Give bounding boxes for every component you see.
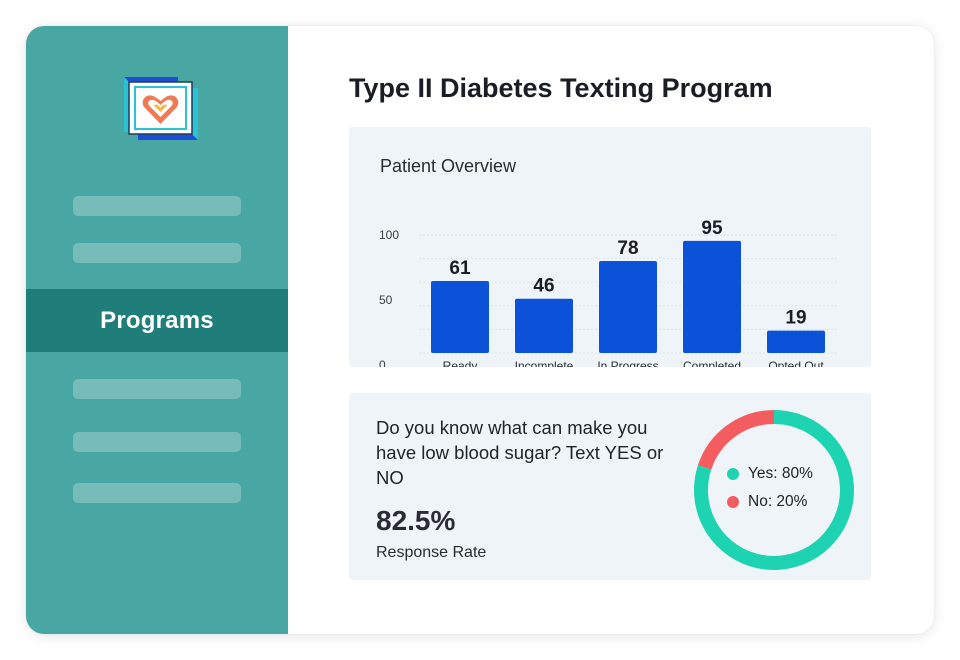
response-rate-value: 82.5% <box>376 505 456 536</box>
x-tick-label: In Progress <box>597 359 658 367</box>
response-rate-label: Response Rate <box>376 544 487 561</box>
poll-results-donut <box>694 410 854 570</box>
nav-item-placeholder[interactable] <box>73 379 241 399</box>
y-tick-label: 100 <box>379 228 399 242</box>
heart-logo-icon <box>124 77 198 140</box>
app-window: Programs Type II Diabetes Texting Progra… <box>26 26 934 634</box>
bar <box>515 298 573 353</box>
patient-overview-card: Patient Overview 0 50 100 61 Ready 46 Incomple… <box>349 127 871 367</box>
nav-item-placeholder[interactable] <box>73 432 241 452</box>
legend-no: No: 20% <box>727 493 807 511</box>
bar-value-label: 78 <box>617 238 638 259</box>
legend-yes-label: Yes: 80% <box>748 465 813 482</box>
nav-item-programs-label: Programs <box>100 306 214 334</box>
page-title: Type II Diabetes Texting Program <box>349 73 773 103</box>
bar-value-label: 61 <box>449 258 471 279</box>
x-tick-label: Completed <box>683 359 741 367</box>
legend-no-label: No: 20% <box>748 493 808 510</box>
poll-card: Do you know what can make you have low b… <box>349 393 871 580</box>
chart-title: Patient Overview <box>380 156 517 176</box>
nav-item-programs[interactable]: Programs <box>26 289 288 352</box>
yes-dot-icon <box>727 468 739 480</box>
poll-question: Do you know what can make you have low b… <box>376 417 664 488</box>
legend-yes: Yes: 80% <box>727 465 813 483</box>
bar-value-label: 19 <box>785 308 806 329</box>
nav-item-placeholder[interactable] <box>73 243 241 263</box>
nav-item-placeholder[interactable] <box>73 196 241 216</box>
donut-slice-no <box>694 410 854 570</box>
bar <box>599 260 657 353</box>
sidebar: Programs <box>26 26 288 634</box>
x-tick-label: Opted Out <box>768 359 824 367</box>
nav-item-placeholder[interactable] <box>73 483 241 503</box>
x-tick-label: Incomplete <box>515 359 574 367</box>
bar <box>683 240 741 353</box>
donut-slice-yes <box>694 410 854 570</box>
no-dot-icon <box>727 496 739 508</box>
bar <box>431 281 489 353</box>
patient-overview-chart: 0 50 100 61 Ready 46 Incomplete 78 In Progress 95… <box>379 218 837 367</box>
bar-value-label: 95 <box>701 218 723 239</box>
x-tick-label: Ready <box>443 359 478 367</box>
bar-value-label: 46 <box>533 276 554 297</box>
y-tick-label: 50 <box>379 293 393 307</box>
bar <box>767 330 825 353</box>
y-tick-label: 0 <box>379 358 386 367</box>
